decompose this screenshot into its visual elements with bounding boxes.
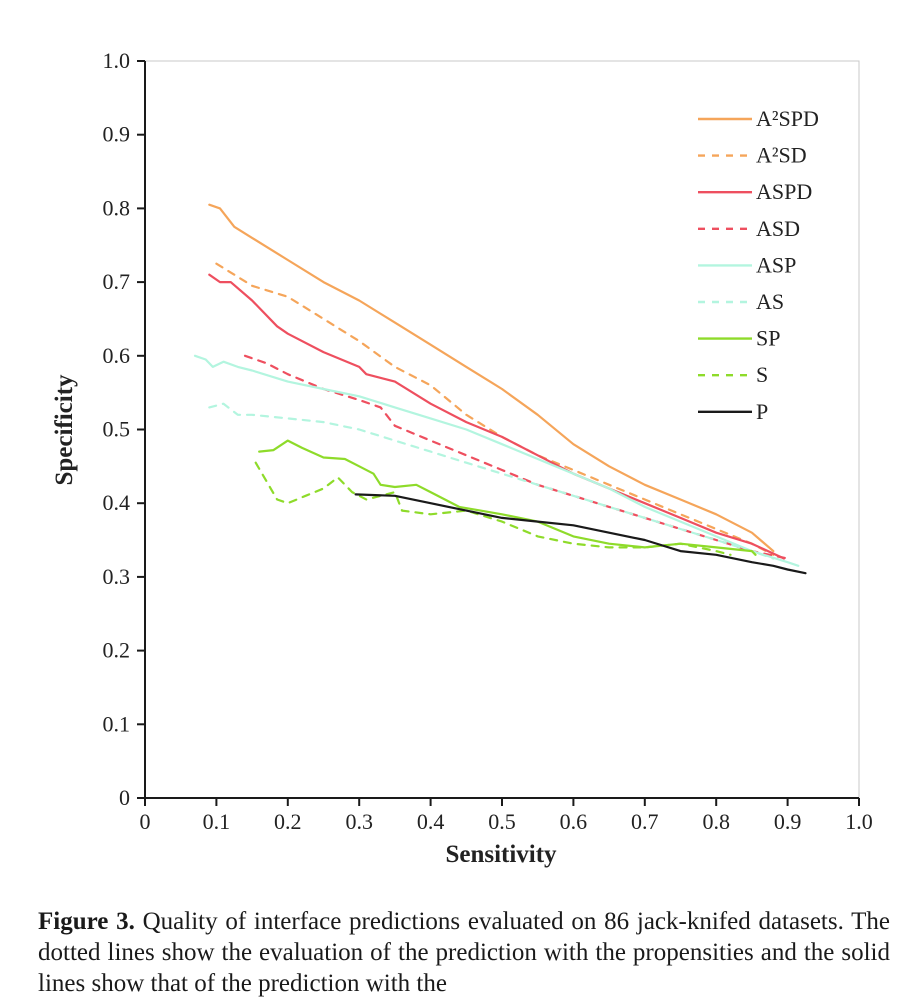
line-chart: 0 0.1 0.2 0.3 0.4 0.5 0.6 0.7 0.8 0.9 1.0 00.10.20… xyxy=(51,48,873,868)
legend-label: SP xyxy=(756,326,780,351)
series-line xyxy=(208,273,786,560)
caption-text: Quality of interface predictions evaluat… xyxy=(38,908,890,997)
plot-frame xyxy=(144,60,860,799)
legend-label: ASPD xyxy=(756,179,812,204)
caption-label: Figure 3. xyxy=(38,908,135,935)
y-tick-label: 0.8 xyxy=(103,195,131,220)
x-tick-label: 0 xyxy=(140,809,151,834)
y-tick-label: 0.1 xyxy=(103,711,131,736)
legend: A²SPD A²SD ASPD ASD ASP AS SP SP xyxy=(698,106,819,424)
y-tick-label: 1.0 xyxy=(103,48,131,73)
y-tick-label: 0.7 xyxy=(103,269,131,294)
y-tick-label: 0 xyxy=(119,785,130,810)
series-line xyxy=(258,439,757,556)
x-tick-label: 0.7 xyxy=(631,809,659,834)
x-tick-label: 0.5 xyxy=(488,809,516,834)
y-tick-label: 0.6 xyxy=(103,343,131,368)
legend-label: ASP xyxy=(756,252,796,277)
series-lines xyxy=(193,203,807,575)
x-tick-label: 0.6 xyxy=(560,809,588,834)
y-tick-label: 0.4 xyxy=(103,490,131,515)
legend-label: AS xyxy=(756,289,784,314)
legend-label: ASD xyxy=(756,216,800,241)
x-tick-label: 0.2 xyxy=(274,809,302,834)
figure-caption: Figure 3. Quality of interface predictio… xyxy=(38,906,890,999)
series-line xyxy=(354,493,807,575)
y-axis-title: Specificity xyxy=(51,374,78,486)
y-tick-label: 0.9 xyxy=(103,122,131,147)
legend-label: A²SD xyxy=(756,143,807,168)
x-tick-label: 0.3 xyxy=(345,809,373,834)
series-line xyxy=(208,203,775,553)
x-tick-label: 0.4 xyxy=(417,809,445,834)
x-axis-ticks: 0 0.1 0.2 0.3 0.4 0.5 0.6 0.7 0.8 0.9 1.0 xyxy=(140,798,873,834)
y-tick-label: 0.2 xyxy=(103,638,131,663)
series-line xyxy=(215,262,775,556)
x-tick-label: 0.8 xyxy=(702,809,730,834)
x-tick-label: 0.9 xyxy=(774,809,802,834)
x-tick-label: 0.1 xyxy=(203,809,231,834)
x-tick-label: 1.0 xyxy=(845,809,873,834)
series-line xyxy=(254,461,732,556)
series-line xyxy=(193,354,800,567)
series-line xyxy=(208,402,775,560)
legend-label: P xyxy=(756,399,768,424)
legend-label: A²SPD xyxy=(756,106,819,131)
y-tick-label: 0.3 xyxy=(103,564,131,589)
y-axis-ticks: 0 0.1 0.2 0.3 0.4 0.5 0.6 0.7 0.8 0.9 1.0 xyxy=(103,48,145,810)
x-axis-title: Sensitivity xyxy=(445,841,557,868)
y-tick-label: 0.5 xyxy=(103,417,131,442)
legend-label: S xyxy=(756,362,768,387)
